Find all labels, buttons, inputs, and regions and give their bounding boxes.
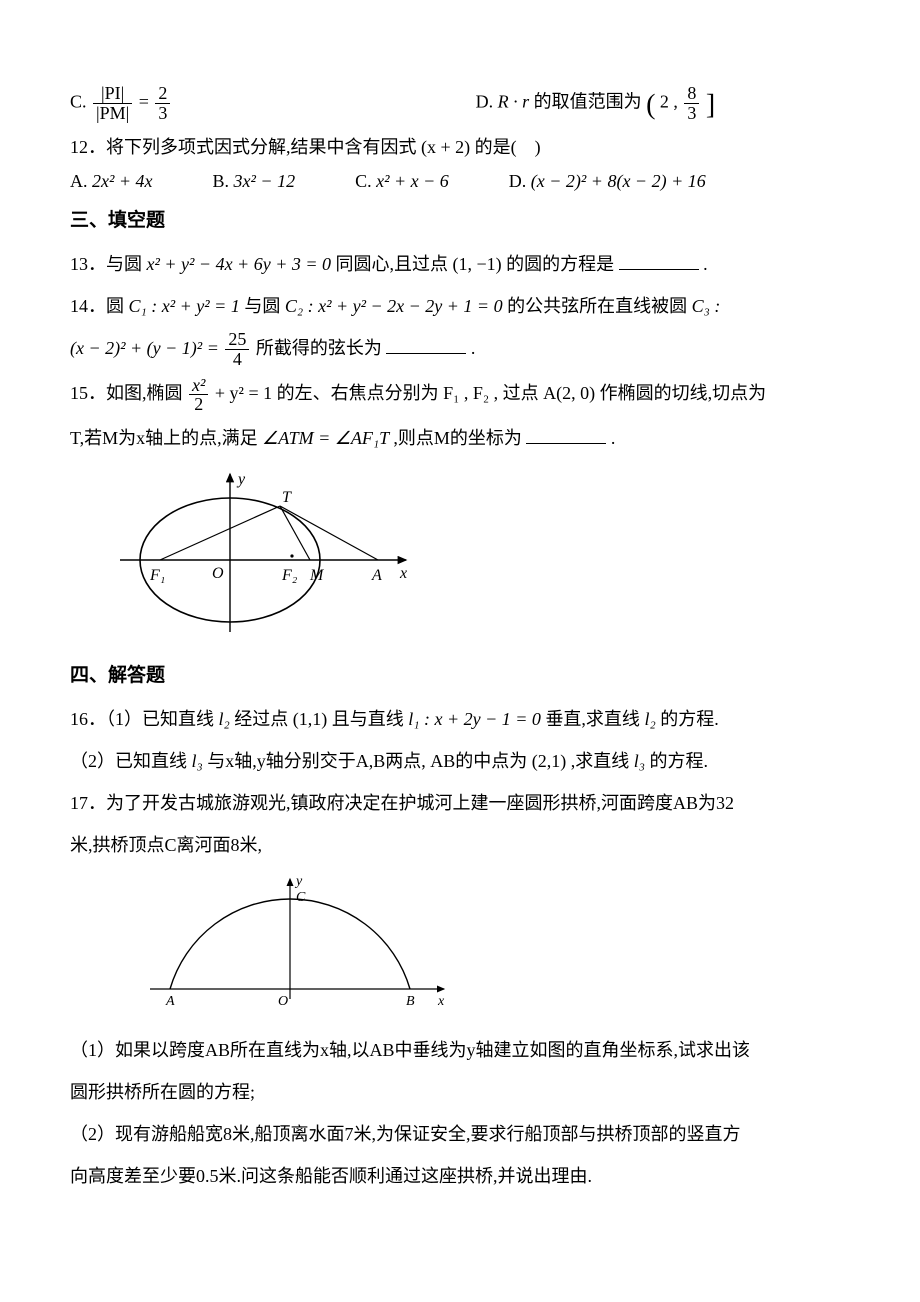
q15-line1: 15．如图,椭圆 x² 2 + y² = 1 的左、右焦点分别为 F₁ , F₂…: [70, 375, 850, 414]
label-a: A: [371, 567, 382, 584]
arch-label-o: O: [278, 994, 288, 1009]
opt-d-label: D.: [476, 92, 498, 112]
opt-c-label: C.: [70, 92, 91, 112]
q16-line2: （2）已知直线 l₃ 与x轴,y轴分别交于A,B两点, AB的中点为 (2,1)…: [70, 743, 850, 779]
options-c-d-row: C. |PI| |PM| = 2 3 D. R · r 的取值范围为 ( 2 ,…: [70, 84, 850, 123]
q16-line1: 16．（1）已知直线 l₂ 经过点 (1,1) 且与直线 l₁ : x + 2y…: [70, 701, 850, 737]
q17-line1: 17．为了开发古城旅游观光,镇政府决定在护城河上建一座圆形拱桥,河面跨度AB为3…: [70, 785, 850, 821]
q14-line2: (x − 2)² + (y − 1)² = 25 4 所截得的弦长为 .: [70, 330, 850, 369]
option-d: D. R · r 的取值范围为 ( 2 , 8 3 ]: [476, 84, 850, 123]
arch-svg: y x O A B C: [130, 869, 450, 1019]
section-4-title: 四、解答题: [70, 657, 850, 695]
q17-p1a: （1）如果以跨度AB所在直线为x轴,以AB中垂线为y轴建立如图的直角坐标系,试求…: [70, 1032, 850, 1068]
q17-p2b: 向高度差至少要0.5米.问这条船能否顺利通过这座拱桥,并说出理由.: [70, 1158, 850, 1194]
ellipse-figure: y x O F₁ F₂ M A T: [110, 462, 850, 647]
q17-p2a: （2）现有游船船宽8米,船顶离水面7米,为保证安全,要求行船顶部与拱桥顶部的竖直…: [70, 1116, 850, 1152]
label-o: O: [212, 565, 224, 582]
q12-opt-d: D. (x − 2)² + 8(x − 2) + 16: [509, 171, 706, 192]
q15-frac: x² 2: [189, 376, 208, 415]
arch-label-x: x: [437, 994, 445, 1009]
arch-label-b: B: [406, 994, 415, 1009]
arch-label-a: A: [165, 994, 175, 1009]
q15-line2: T,若M为x轴上的点,满足 ∠ATM = ∠AF₁T ,则点M的坐标为 .: [70, 420, 850, 456]
opt-c-lhs-frac: |PI| |PM|: [93, 84, 132, 123]
q15-blank: [526, 427, 606, 444]
label-t: T: [282, 489, 292, 506]
q12-choices: A. 2x² + 4x B. 3x² − 12 C. x² + x − 6 D.…: [70, 171, 850, 192]
q13-blank: [619, 253, 699, 270]
q17-p1b: 圆形拱桥所在圆的方程;: [70, 1074, 850, 1110]
label-m: M: [309, 567, 325, 584]
label-f2: F₂: [281, 567, 298, 584]
arch-figure: y x O A B C: [130, 869, 850, 1024]
q14-blank: [386, 337, 466, 354]
q12-opt-b: B. 3x² − 12: [213, 171, 296, 192]
q17-line2: 米,拱桥顶点C离河面8米,: [70, 827, 850, 863]
ellipse-svg: y x O F₁ F₂ M A T: [110, 462, 410, 642]
q13-line: 13．与圆 x² + y² − 4x + 6y + 3 = 0 同圆心,且过点 …: [70, 246, 850, 282]
label-f1: F₁: [149, 567, 165, 584]
q12-opt-a: A. 2x² + 4x: [70, 171, 153, 192]
q12-opt-c: C. x² + x − 6: [355, 171, 449, 192]
opt-d-frac: 8 3: [684, 84, 699, 123]
opt-c-rhs-frac: 2 3: [155, 84, 170, 123]
q14-frac: 25 4: [225, 330, 249, 369]
arch-label-c: C: [296, 890, 306, 905]
label-y: y: [236, 471, 246, 488]
q14-line1: 14．圆 C₁ : x² + y² = 1 与圆 C₂ : x² + y² − …: [70, 288, 850, 324]
label-x: x: [399, 565, 407, 582]
option-c: C. |PI| |PM| = 2 3: [70, 84, 476, 123]
q12-stem: 12．将下列多项式因式分解,结果中含有因式 (x + 2) 的是( ): [70, 129, 850, 165]
arch-label-y: y: [294, 874, 303, 889]
section-3-title: 三、填空题: [70, 202, 850, 240]
